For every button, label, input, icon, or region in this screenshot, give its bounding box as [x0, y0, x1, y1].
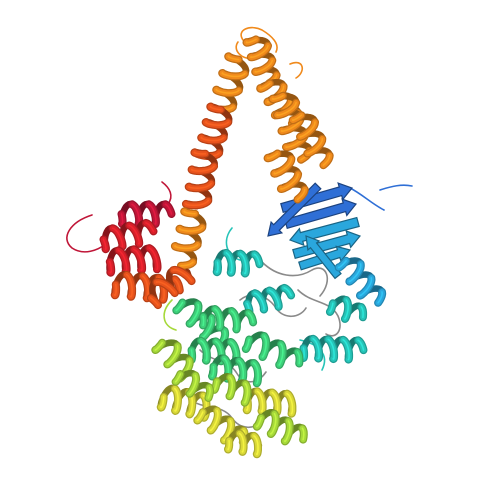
helix-top-4: [212, 52, 250, 114]
beta-sheet-domain: [267, 182, 361, 280]
helix-cyan-4: [299, 334, 368, 364]
helix-left-3: [170, 207, 207, 270]
helix-yellow-4: [252, 408, 308, 446]
helix-red-5: [146, 265, 196, 310]
beta-strand: [292, 229, 361, 260]
helix-cyan-1: [334, 256, 387, 307]
helix-right-arm-2: [288, 111, 334, 170]
coil-loop: [66, 214, 107, 253]
helix-left-1: [192, 102, 233, 160]
helix-yellow-5: [224, 429, 263, 459]
helix-red-2: [99, 218, 158, 254]
helix-green-4: [241, 331, 304, 369]
coil-loop: [225, 227, 241, 261]
helix-top-1: [242, 35, 281, 88]
coil-loop: [297, 289, 341, 337]
coil-loop: [240, 26, 278, 53]
helix-yellow-2: [193, 405, 249, 447]
helix-left-2: [181, 148, 219, 210]
coil-loop: [349, 187, 385, 211]
helix-cyan-2: [325, 295, 368, 323]
helix-lime-2: [171, 369, 215, 402]
beta-strand: [305, 235, 342, 280]
coil-loop: [261, 261, 329, 297]
coil-loop: [163, 299, 177, 331]
helix-lime-1: [210, 372, 253, 407]
helix-cyan-3: [212, 248, 264, 278]
helix-top-3: [268, 91, 314, 164]
helix-red-4: [110, 270, 184, 304]
coil-loop: [379, 184, 413, 191]
beta-strand: [284, 198, 357, 230]
helix-red-3: [105, 244, 162, 277]
beta-strand: [267, 182, 322, 237]
helix-right-arm: [263, 149, 309, 204]
helix-green-2: [199, 305, 258, 334]
helix-green-1: [172, 298, 230, 347]
alpha-helices: [99, 35, 387, 459]
coil-loop: [289, 61, 303, 79]
